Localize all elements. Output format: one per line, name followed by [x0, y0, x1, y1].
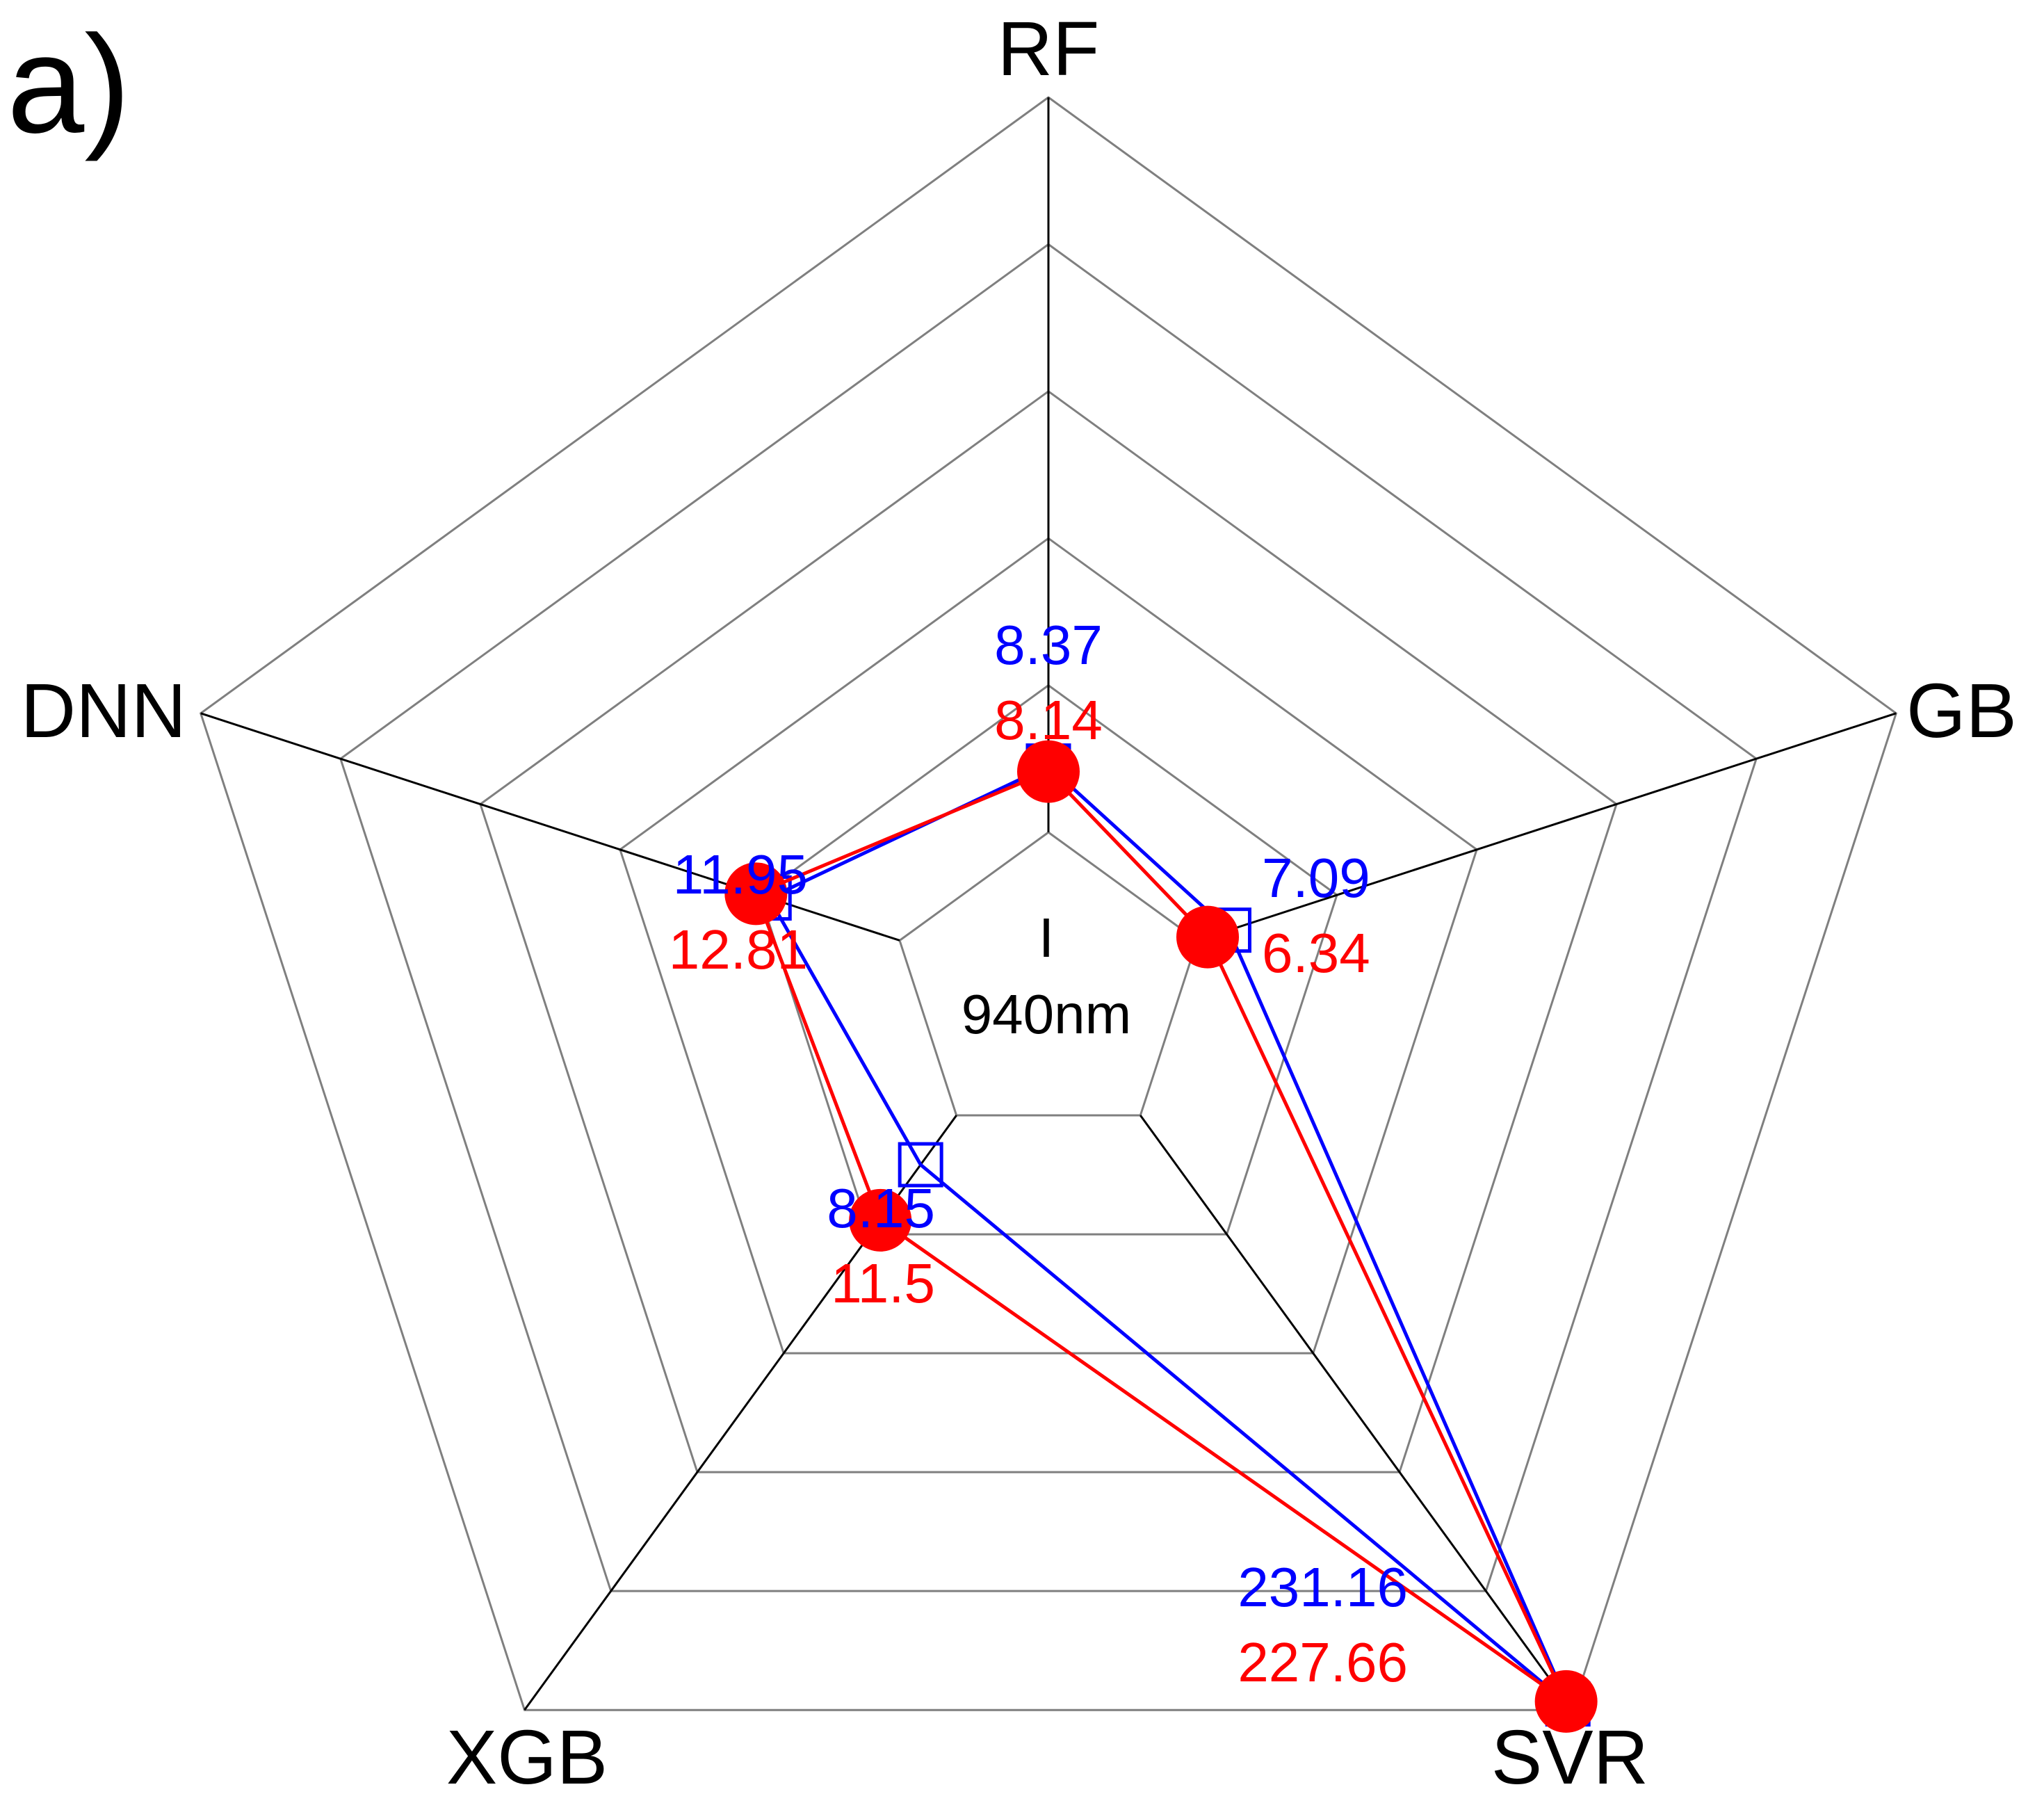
series-2-point-gb	[1176, 905, 1240, 969]
grid-ring-2	[759, 684, 1338, 1236]
axis-spoke-svr	[1139, 1115, 1573, 1711]
grid-ring-4	[479, 389, 1618, 1473]
grid-ring-1	[898, 831, 1199, 1117]
grid-ring-3	[619, 537, 1478, 1355]
radar-grid	[199, 96, 1898, 1711]
value-label-svr-series-2: 227.66	[1238, 1631, 1408, 1693]
axis-spoke-gb	[1197, 712, 1897, 942]
value-label-svr-series-1: 231.16	[1238, 1556, 1408, 1618]
center-label-line2: 940nm	[962, 983, 1132, 1045]
value-label-xgb-series-2: 11.5	[831, 1252, 935, 1314]
axis-label-dnn: DNN	[21, 668, 186, 754]
series-layer	[724, 740, 1598, 1733]
series-1-point-xgb	[898, 1142, 943, 1188]
series-2-point-rf	[1017, 740, 1080, 803]
radar-spokes	[200, 97, 1897, 1711]
series-1-line	[766, 763, 1570, 1706]
value-label-dnn-series-1: 11.95	[673, 843, 808, 905]
series-2-point-svr	[1534, 1670, 1598, 1733]
grid-ring-5	[339, 243, 1758, 1592]
value-label-rf-series-2: 8.14	[994, 689, 1103, 751]
axis-label-rf: RF	[998, 6, 1100, 92]
series-2-point-xgb	[849, 1188, 912, 1252]
center-label: I 940nm	[962, 907, 1132, 1045]
panel-label: a)	[7, 7, 131, 162]
series-2-line	[754, 769, 1571, 1707]
grid-ring-6	[199, 96, 1898, 1711]
center-label-line1: I	[1039, 907, 1054, 969]
value-label-gb-series-1: 7.09	[1262, 847, 1370, 909]
value-label-dnn-series-2: 12.81	[669, 919, 808, 980]
series-2-point-dnn	[724, 862, 788, 926]
value-labels: 8.37 8.14 7.09 6.34 231.16 227.66 8.15 11.5 11.9…	[669, 614, 1408, 1693]
axis-spoke-dnn	[200, 712, 900, 942]
value-label-gb-series-2: 6.34	[1262, 922, 1370, 984]
value-label-rf-series-1: 8.37	[994, 614, 1103, 676]
series-2	[724, 740, 1598, 1733]
value-label-xgb-series-1: 8.15	[827, 1177, 935, 1239]
axis-label-gb: GB	[1906, 668, 2017, 754]
axis-label-xgb: XGB	[446, 1715, 608, 1794]
